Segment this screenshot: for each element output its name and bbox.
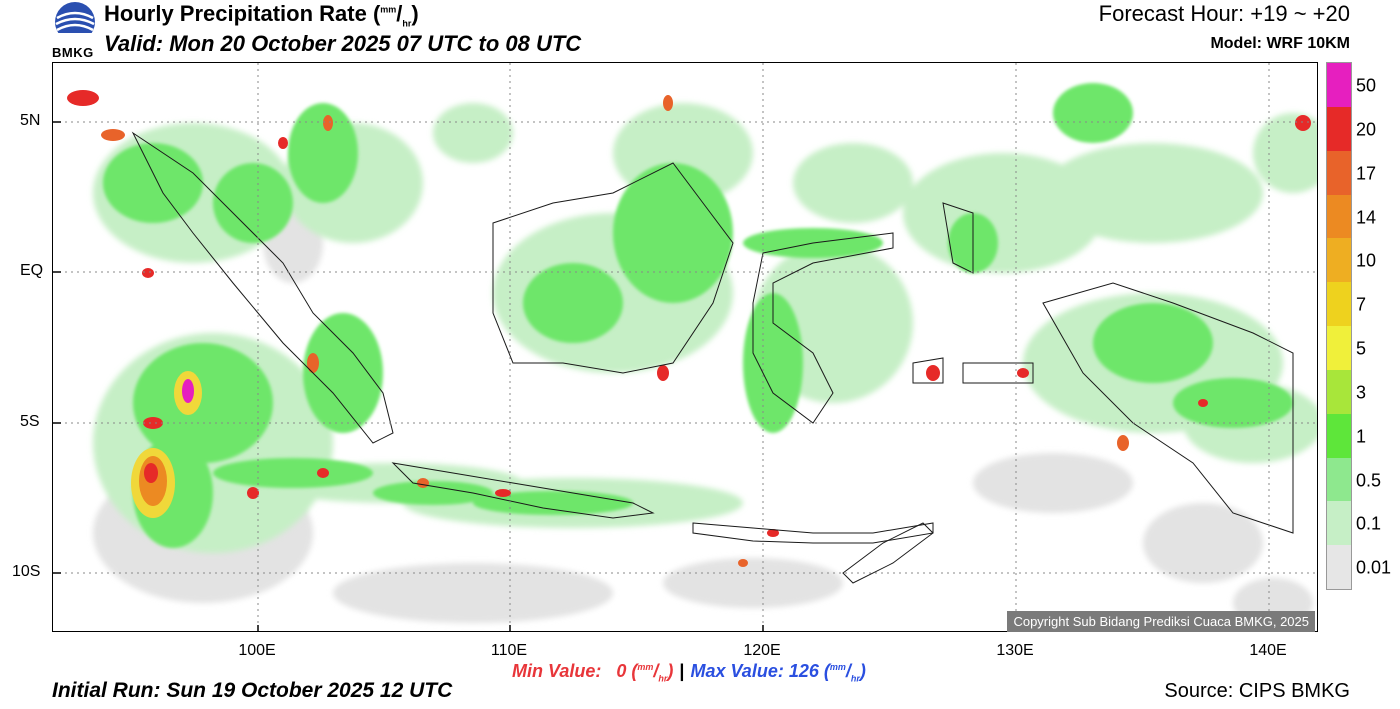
colorbar-label: 20	[1356, 119, 1377, 140]
min-max-separator: |	[679, 661, 685, 681]
initial-run: Initial Run: Sun 19 October 2025 12 UTC	[52, 679, 453, 702]
lon-label-100e: 100E	[238, 642, 276, 659]
coastlines	[131, 131, 1294, 584]
lon-label-120e: 120E	[743, 642, 781, 659]
min-label: Min Value:	[512, 661, 602, 681]
valid-time: Valid: Mon 20 October 2025 07 UTC to 08 …	[104, 31, 582, 56]
colorbar-label: 1	[1356, 426, 1367, 447]
colorbar-label: 17	[1356, 163, 1377, 184]
map-canvas	[53, 63, 1317, 631]
colorbar-segment	[1327, 150, 1351, 195]
max-number: 126	[788, 661, 819, 681]
min-number: 0	[616, 661, 627, 681]
model-label: Model: WRF 10KM	[1210, 35, 1350, 52]
logo-text: BMKG	[52, 45, 94, 60]
max-value: Max Value: 126 (mm/hr)	[690, 661, 866, 684]
colorbar-label: 5	[1356, 338, 1367, 359]
chart-title: Hourly Precipitation Rate (mm/hr)	[104, 1, 419, 28]
min-value: Min Value: 0 (mm/hr)	[512, 661, 674, 684]
colorbar-label: 0.01	[1356, 557, 1392, 578]
colorbar-segment	[1327, 238, 1351, 283]
forecast-hour: Forecast Hour: +19 ~ +20	[1098, 1, 1350, 26]
colorbar-label: 10	[1356, 250, 1377, 271]
title-text: Hourly Precipitation Rate (mm/hr)	[104, 1, 419, 29]
bmkg-logo-emblem-icon	[55, 2, 95, 42]
colorbar-label: 0.1	[1356, 513, 1382, 534]
colorbar-segment	[1327, 369, 1351, 415]
colorbar-label: 7	[1356, 294, 1367, 315]
lat-label-10s: 10S	[12, 563, 41, 580]
colorbar-segment	[1327, 413, 1351, 458]
lat-label-eq: EQ	[20, 262, 44, 279]
colorbar-segment	[1327, 63, 1351, 108]
min-max-values: Min Value: 0 (mm/hr) | Max Value: 126 (mm/…	[512, 661, 866, 684]
precipitation-map	[52, 62, 1318, 632]
bmkg-logo	[52, 0, 98, 60]
source-credit: Source: CIPS BMKG	[1164, 680, 1350, 702]
colorbar-segment	[1327, 326, 1351, 371]
colorbar-segment	[1327, 106, 1351, 152]
colorbar-label: 3	[1356, 382, 1367, 403]
lon-label-130e: 130E	[996, 642, 1034, 659]
max-label: Max Value:	[690, 661, 784, 681]
colorbar-label: 50	[1356, 75, 1377, 96]
moderate-rain-layer	[103, 83, 1293, 548]
lat-label-5s: 5S	[20, 413, 40, 430]
colorbar-segment	[1327, 501, 1351, 546]
lon-label-110e: 110E	[490, 642, 528, 659]
lon-label-140e: 140E	[1249, 642, 1287, 659]
colorbar-segment	[1327, 194, 1351, 239]
colorbar	[1326, 62, 1352, 590]
colorbar-segment	[1327, 457, 1351, 502]
colorbar-segment	[1327, 545, 1351, 590]
colorbar-label: 14	[1356, 207, 1377, 228]
colorbar-segment	[1327, 282, 1351, 327]
copyright-notice: Copyright Sub Bidang Prediksi Cuaca BMKG…	[1007, 611, 1315, 632]
lat-lon-grid	[53, 63, 1317, 631]
colorbar-label: 0.5	[1356, 470, 1382, 491]
lat-label-5n: 5N	[20, 112, 41, 129]
